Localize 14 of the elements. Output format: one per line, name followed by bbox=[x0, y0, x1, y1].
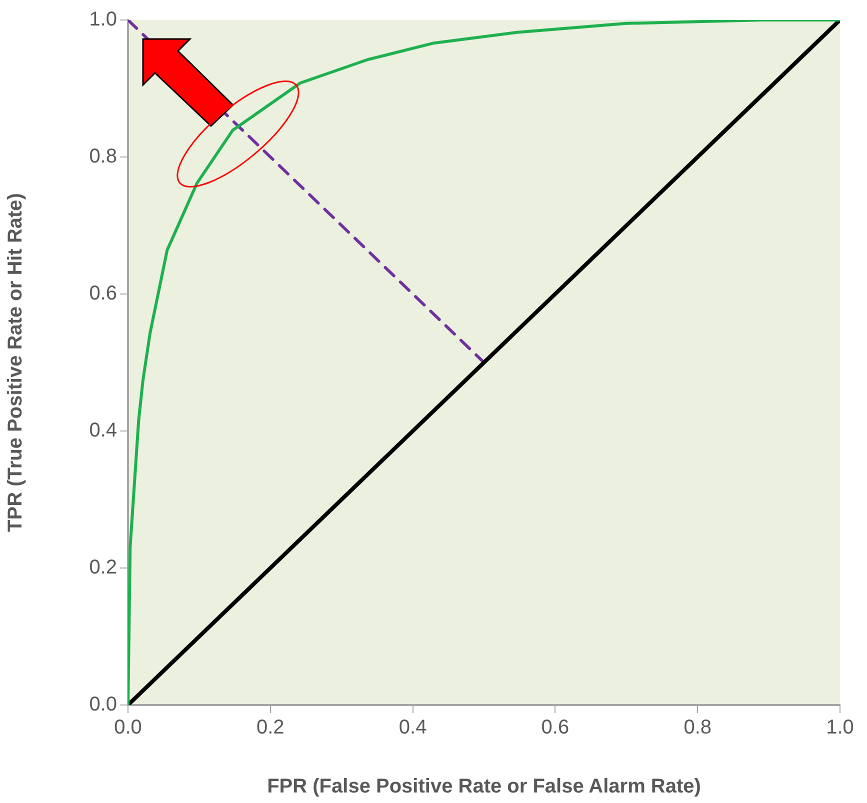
y-tick-label: 1.0 bbox=[89, 8, 117, 31]
y-tick-label: 0.0 bbox=[89, 694, 117, 716]
x-axis-title: FPR (False Positive Rate or False Alarm Rate) bbox=[267, 776, 701, 798]
y-tick-label: 0.4 bbox=[89, 420, 117, 442]
y-tick-label: 0.6 bbox=[89, 282, 117, 305]
x-tick-label: 1.0 bbox=[826, 716, 854, 739]
y-axis-title: TPR (True Positive Rate or Hit Rate) bbox=[4, 193, 27, 532]
x-tick-label: 0.2 bbox=[256, 716, 284, 739]
x-tick-label: 0.8 bbox=[684, 716, 712, 739]
x-tick-label: 0.6 bbox=[541, 716, 570, 739]
y-tick-label: 0.2 bbox=[89, 556, 117, 579]
x-tick-label: 0.0 bbox=[114, 716, 142, 739]
x-tick-label: 0.4 bbox=[398, 716, 427, 739]
y-tick-label: 0.8 bbox=[89, 146, 117, 168]
